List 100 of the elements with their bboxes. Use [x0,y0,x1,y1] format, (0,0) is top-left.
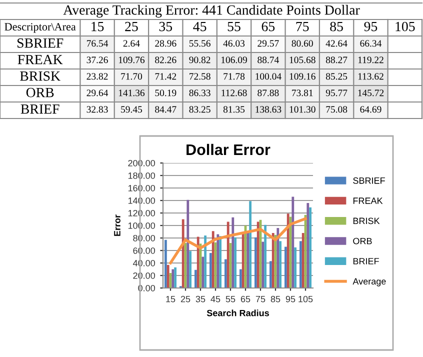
chart-title: Dollar Error [186,144,270,156]
bar [164,240,167,288]
y-tick-label: 120.00 [128,210,156,216]
bar [294,247,296,288]
y-tick-label: 20.00 [133,272,156,279]
x-tick-label: 45 [193,22,206,32]
x-tick-label: 105 [396,22,415,32]
data-label: 29.64 [86,90,108,96]
bar [182,219,184,288]
bar [212,231,214,288]
bar [210,253,212,288]
data-label: 75.08 [326,106,348,113]
data-label: 80.60 [292,40,313,47]
y-tick-label: FREAK [18,54,63,64]
y-tick-label: 0.00 [138,284,156,292]
x-tick-label: 95 [286,296,296,302]
data-label: 71.42 [155,73,176,80]
bar [186,200,190,288]
data-label: 37.26 [86,56,108,64]
data-label: 106.09 [221,56,247,64]
x-tick-label: 45 [210,296,220,302]
bar [270,261,272,288]
data-label: 50.19 [155,90,176,96]
bar [226,222,230,288]
x-tick-label: 25 [180,296,190,302]
bar [174,267,176,288]
data-label: 73.81 [292,90,313,96]
bar [166,264,170,288]
y-tick-label: ORB [26,88,54,98]
bar [196,236,200,288]
y-tick-label: 40.00 [132,260,156,266]
y-tick-label: 180.00 [128,172,156,179]
x-tick-label: 105 [298,296,313,302]
data-label: 100.04 [256,73,282,80]
bar [204,236,206,288]
legend-label: SBRIEF [353,177,385,184]
bar [286,214,290,288]
x-tick-label: 85 [270,296,280,302]
x-tick-label: 95 [364,22,378,32]
bar [302,233,304,288]
x-tick-label: 75 [296,22,309,32]
y-tick-label: SBRIEF [17,38,64,48]
data-label: 2.64 [123,40,140,47]
x-tick-label: 65 [262,22,275,32]
x-axis-title: Search Radius [206,310,269,316]
x-tick-label: 15 [166,296,176,302]
data-label: 59.45 [121,106,142,113]
bar [216,234,220,288]
data-label: 81.35 [223,106,245,113]
bar [256,222,260,288]
y-tick-label: 100.00 [128,222,156,229]
legend-label: BRISK [353,218,380,224]
data-label: 46.03 [223,40,245,47]
y-axis-title: Error [114,214,120,236]
bar [202,256,204,288]
data-label: 88.27 [326,56,348,64]
data-label: 119.22 [358,56,384,64]
x-tick-label: 75 [256,296,266,302]
data-label: 105.68 [290,56,316,64]
bar [249,201,252,288]
data-label: 87.88 [258,90,279,96]
y-tick-label: 200.00 [128,160,156,166]
data-label: 66.34 [360,40,382,47]
data-label: 101.30 [290,106,316,113]
data-label: 113.62 [358,73,384,80]
bar [219,236,222,288]
data-label: 42.64 [326,40,348,47]
legend-label: FREAK [353,198,383,204]
bar [240,269,242,288]
y-tick-label: 160.00 [128,184,156,192]
data-label: 112.68 [222,90,247,96]
bar [234,237,236,288]
bar [194,270,197,288]
data-label: 71.78 [224,73,245,80]
data-label: 64.69 [360,106,382,113]
data-label: 141.36 [118,90,145,96]
bar [242,232,244,288]
data-label: 138.63 [256,106,282,113]
data-label: 76.54 [86,40,108,47]
bar [232,217,234,288]
data-label: 84.47 [155,106,176,113]
x-tick-label: 85 [330,22,343,32]
bar [272,233,274,288]
x-tick-label: 35 [196,296,206,302]
text: Descriptor\Area [4,23,76,33]
bar [284,246,287,288]
bar [292,196,294,288]
data-label: 83.25 [189,106,210,113]
data-label: 71.70 [121,73,142,80]
bar [224,259,227,288]
data-label: 72.58 [190,73,210,80]
x-tick-label: 55 [228,22,240,32]
data-label: 29.57 [258,40,279,47]
x-tick-label: 25 [125,22,138,32]
x-tick-label: 55 [226,296,236,302]
bar [306,203,310,288]
data-label: 145.72 [358,90,384,96]
bar [279,241,282,288]
data-label: 95.77 [326,90,348,96]
legend-label: Average [352,278,386,286]
